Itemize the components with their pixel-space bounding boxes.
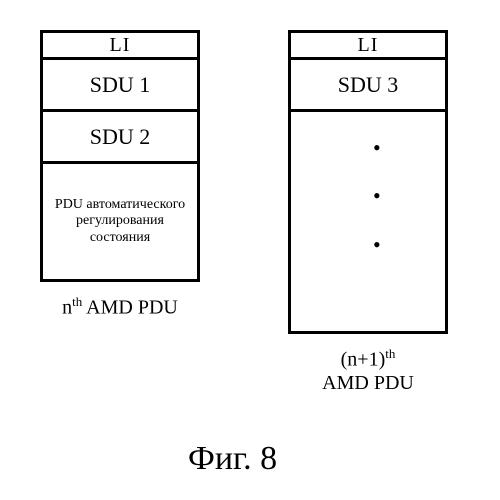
sdu3-label: SDU 3 — [338, 72, 399, 97]
right-caption-line2: AMD PDU — [322, 372, 414, 394]
figure-label: Фиг. 8 — [188, 440, 277, 478]
right-caption: (n+1)th AMD PDU — [322, 346, 414, 395]
left-cell-sdu1: SDU 1 — [40, 60, 200, 112]
diagram-canvas: LI SDU 1 SDU 2 PDU автоматического регул… — [0, 0, 500, 500]
sdu1-label: SDU 1 — [90, 72, 151, 97]
right-header-cell: LI — [288, 30, 448, 60]
ellipsis-dots: • • • — [373, 124, 381, 269]
pdu-auto-label: PDU автоматического регулирования состоя… — [43, 197, 197, 245]
right-body-cell: • • • — [288, 112, 448, 334]
right-pdu-column: LI SDU 3 • • • (n+1)th AMD PDU — [288, 30, 448, 395]
left-pdu-column: LI SDU 1 SDU 2 PDU автоматического регул… — [40, 30, 200, 320]
left-caption-super: th — [72, 294, 82, 309]
right-pdu-box: LI SDU 3 • • • — [288, 30, 448, 334]
left-cell-sdu2: SDU 2 — [40, 112, 200, 164]
left-caption-prefix: n — [62, 297, 72, 319]
left-cell-pdu-auto: PDU автоматического регулирования состоя… — [40, 164, 200, 282]
right-caption-super: th — [385, 346, 395, 361]
right-cell-sdu3: SDU 3 — [288, 60, 448, 112]
left-caption: nth AMD PDU — [62, 294, 178, 320]
left-caption-suffix: AMD PDU — [82, 297, 178, 319]
left-header-cell: LI — [40, 30, 200, 60]
left-pdu-box: LI SDU 1 SDU 2 PDU автоматического регул… — [40, 30, 200, 282]
sdu2-label: SDU 2 — [90, 124, 151, 149]
right-caption-prefix: (n+1) — [341, 349, 386, 371]
